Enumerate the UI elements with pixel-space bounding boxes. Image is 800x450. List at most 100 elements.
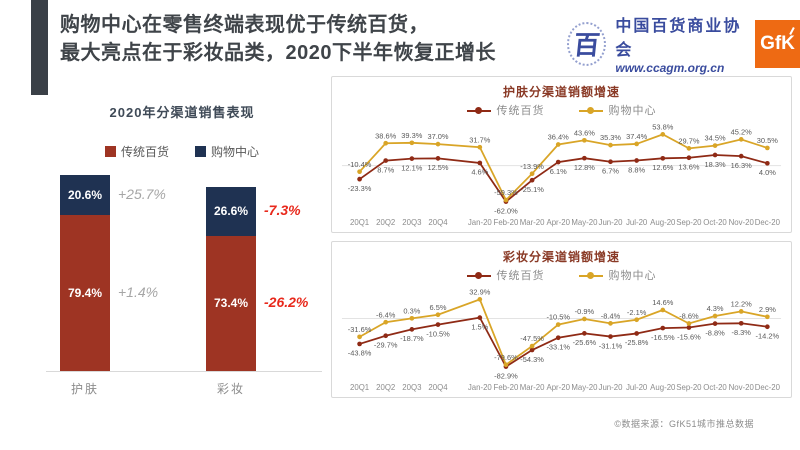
bar-segment-value: 79.4% — [67, 286, 103, 301]
data-label-传统百货: -23.3% — [348, 184, 372, 193]
data-label-购物中心: 34.5% — [705, 134, 726, 143]
data-point-传统百货 — [764, 160, 770, 166]
x-tick-label: Jan-20 — [468, 383, 493, 392]
data-label-传统百货: -16.5% — [651, 333, 675, 342]
association-text: 中国百货商业协会 www.ccagm.org.cn — [615, 12, 745, 75]
x-tick-label: Aug-20 — [650, 218, 676, 227]
association-url[interactable]: www.ccagm.org.cn — [615, 61, 725, 75]
data-label-传统百货: 12.6% — [652, 163, 673, 172]
data-label-购物中心: 43.6% — [574, 128, 595, 137]
x-tick-label: Sep-20 — [676, 383, 702, 392]
association-name: 中国百货商业协会 — [615, 18, 742, 59]
bar-chart-category-labels: 护肤 彩妆 — [36, 372, 328, 396]
legend-label: 购物中心 — [211, 145, 260, 159]
slide-title-line2: 最大亮点在于彩妆品类，2020下半年恢复正增长 — [60, 41, 496, 64]
data-label-购物中心: -6.4% — [376, 310, 396, 319]
data-label-购物中心: 45.2% — [731, 127, 752, 136]
data-label-传统百货: 12.8% — [574, 163, 595, 172]
data-label-传统百货: 16.3% — [731, 161, 752, 170]
skincare-line-chart-panel: 护肤分渠道销额增速 传统百货 购物中心 20Q1 20Q2 20Q3 20Q4 Jan-20 F… — [331, 76, 792, 233]
legend-item-购物中心: 购物中心 — [195, 143, 259, 160]
data-point-传统百货 — [357, 176, 362, 182]
data-label-购物中心: 29.7% — [678, 136, 699, 145]
data-label-购物中心: 4.3% — [707, 304, 724, 313]
x-tick-label: 20Q1 — [350, 218, 369, 227]
data-point-传统百货 — [582, 331, 587, 336]
legend-swatch — [104, 146, 116, 157]
data-label-购物中心: 12.2% — [731, 300, 752, 309]
bar-segment-购物中心: 20.6% — [60, 175, 110, 216]
legend-dot — [586, 106, 594, 114]
data-point-购物中心 — [409, 140, 415, 146]
data-label-传统百货: -43.8% — [348, 349, 372, 358]
legend-label: 传统百货 — [120, 145, 169, 159]
data-point-购物中心 — [435, 141, 441, 147]
data-label-购物中心: 32.9% — [469, 287, 490, 296]
bar-chart-panel: 2020年分渠道销售表现 传统百货 购物中心 +25.7% +1.4% 20.6% 79… — [36, 96, 328, 396]
data-point-购物中心 — [738, 309, 744, 314]
data-label-传统百货: 4.6% — [471, 168, 488, 177]
data-point-购物中心 — [634, 141, 640, 147]
data-label-购物中心: 35.3% — [600, 133, 621, 142]
data-point-传统百货 — [686, 325, 692, 330]
data-point-传统百货 — [529, 347, 535, 353]
bar-annotation: +25.7% — [118, 186, 166, 203]
data-point-传统百货 — [738, 153, 744, 159]
x-tick-label: Jan-20 — [468, 218, 493, 227]
x-tick-label: Dec-20 — [755, 383, 781, 392]
data-label-购物中心: 31.7% — [469, 135, 490, 144]
data-label-传统百货: 18.3% — [705, 160, 726, 169]
data-point-传统百货 — [712, 152, 718, 158]
x-tick-label: May-20 — [571, 383, 598, 392]
data-point-传统百货 — [357, 341, 362, 347]
x-tick-label: 20Q4 — [428, 218, 448, 227]
data-label-传统百货: 6.1% — [550, 167, 567, 176]
data-label-购物中心: -2.1% — [627, 308, 647, 317]
x-tick-label: Oct-20 — [703, 218, 727, 227]
data-label-购物中心: -79.6% — [494, 353, 518, 362]
data-label-传统百货: -8.8% — [705, 328, 725, 337]
data-point-购物中心 — [357, 169, 362, 175]
data-point-传统百货 — [383, 333, 389, 339]
data-point-购物中心 — [634, 317, 640, 323]
x-tick-label: Nov-20 — [729, 218, 755, 227]
data-label-购物中心: -31.6% — [348, 325, 372, 334]
data-label-购物中心: 39.3% — [401, 131, 422, 140]
data-point-购物中心 — [686, 146, 692, 151]
x-tick-label: Mar-20 — [520, 218, 545, 227]
data-label-传统百货: -82.9% — [494, 371, 518, 380]
data-label-传统百货: -25.1% — [520, 185, 544, 194]
category-label-彩妆: 彩妆 — [216, 382, 245, 396]
bar-segment-value: 26.6% — [213, 204, 249, 219]
legend-line-marker-icon — [466, 271, 491, 279]
data-point-购物中心 — [608, 321, 613, 326]
legend-line-marker-icon — [578, 106, 603, 114]
data-label-购物中心: 36.4% — [548, 133, 569, 142]
line-chart-legend: 传统百货 购物中心 — [338, 103, 785, 117]
data-point-购物中心 — [582, 137, 587, 143]
line-chart-title: 护肤分渠道销额增速 — [502, 85, 620, 99]
data-label-购物中心: 14.6% — [652, 298, 673, 307]
x-tick-label: 20Q2 — [376, 383, 395, 392]
title-accent-bar — [31, 0, 48, 95]
data-label-购物中心: 53.8% — [652, 122, 673, 131]
line-chart-plot: 20Q1 20Q2 20Q3 20Q4 Jan-20 Feb-20 Mar-20 Apr-20… — [341, 287, 782, 392]
bar-segment-传统百货: 73.4% — [206, 235, 256, 371]
data-point-传统百货 — [582, 155, 587, 161]
data-point-传统百货 — [529, 177, 535, 183]
data-point-购物中心 — [477, 297, 483, 302]
data-label-传统百货: -8.3% — [731, 328, 751, 337]
line-chart-plot: 20Q1 20Q2 20Q3 20Q4 Jan-20 Feb-20 Mar-20 Apr-20… — [341, 122, 782, 227]
x-tick-label: Feb-20 — [494, 383, 519, 392]
data-point-购物中心 — [529, 343, 535, 349]
x-tick-label: 20Q1 — [350, 383, 369, 392]
data-label-购物中心: 38.6% — [375, 131, 396, 140]
data-point-购物中心 — [529, 171, 535, 177]
bar-chart-axis-line — [46, 371, 322, 372]
data-point-购物中心 — [555, 142, 561, 147]
data-point-购物中心 — [503, 197, 509, 203]
data-point-购物中心 — [555, 322, 561, 327]
x-tick-label: Apr-20 — [546, 383, 570, 392]
data-label-传统百货: 8.7% — [377, 165, 394, 174]
series-line-购物中心 — [359, 298, 768, 367]
